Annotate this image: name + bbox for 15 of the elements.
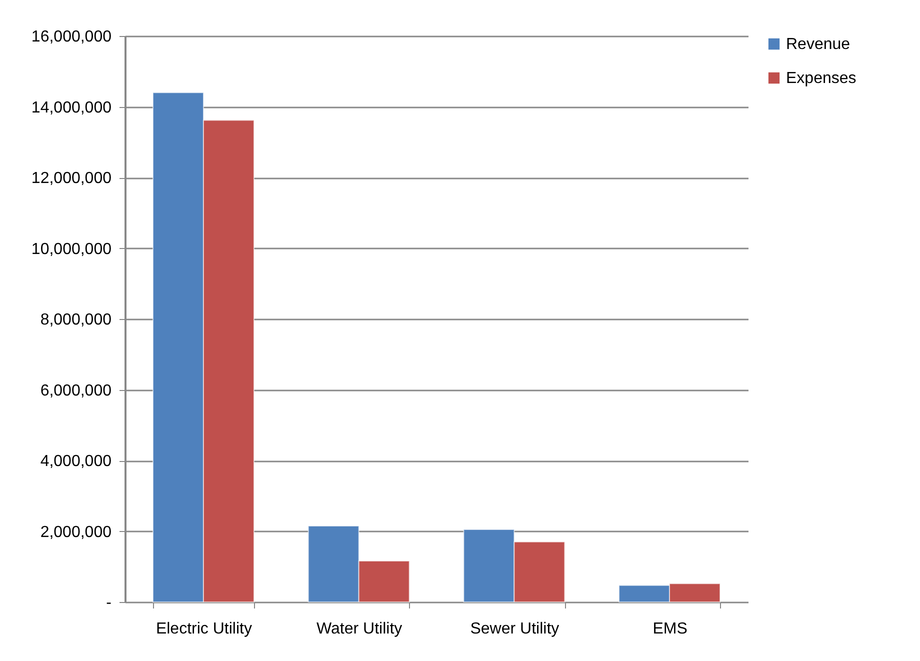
y-tick-label: 6,000,000: [40, 382, 112, 400]
x-tick-label: EMS: [652, 620, 688, 638]
y-tick-label: 8,000,000: [40, 312, 112, 328]
x-tick-label: Electric Utility: [156, 620, 252, 638]
x-tick-label: Sewer Utility: [470, 620, 560, 638]
y-tick-label: 4,000,000: [40, 453, 112, 470]
legend-label: Expenses: [786, 70, 856, 87]
y-tick-label: 12,000,000: [31, 170, 112, 187]
y-tick-label: -: [106, 594, 112, 612]
x-tick-label: Water Utility: [316, 620, 402, 638]
y-tick-label: 2,000,000: [40, 524, 112, 541]
y-tick-label: 16,000,000: [31, 28, 112, 46]
legend-label: Revenue: [786, 36, 850, 53]
y-tick-label: 10,000,000: [31, 240, 112, 258]
y-tick-label: 14,000,000: [31, 99, 112, 116]
